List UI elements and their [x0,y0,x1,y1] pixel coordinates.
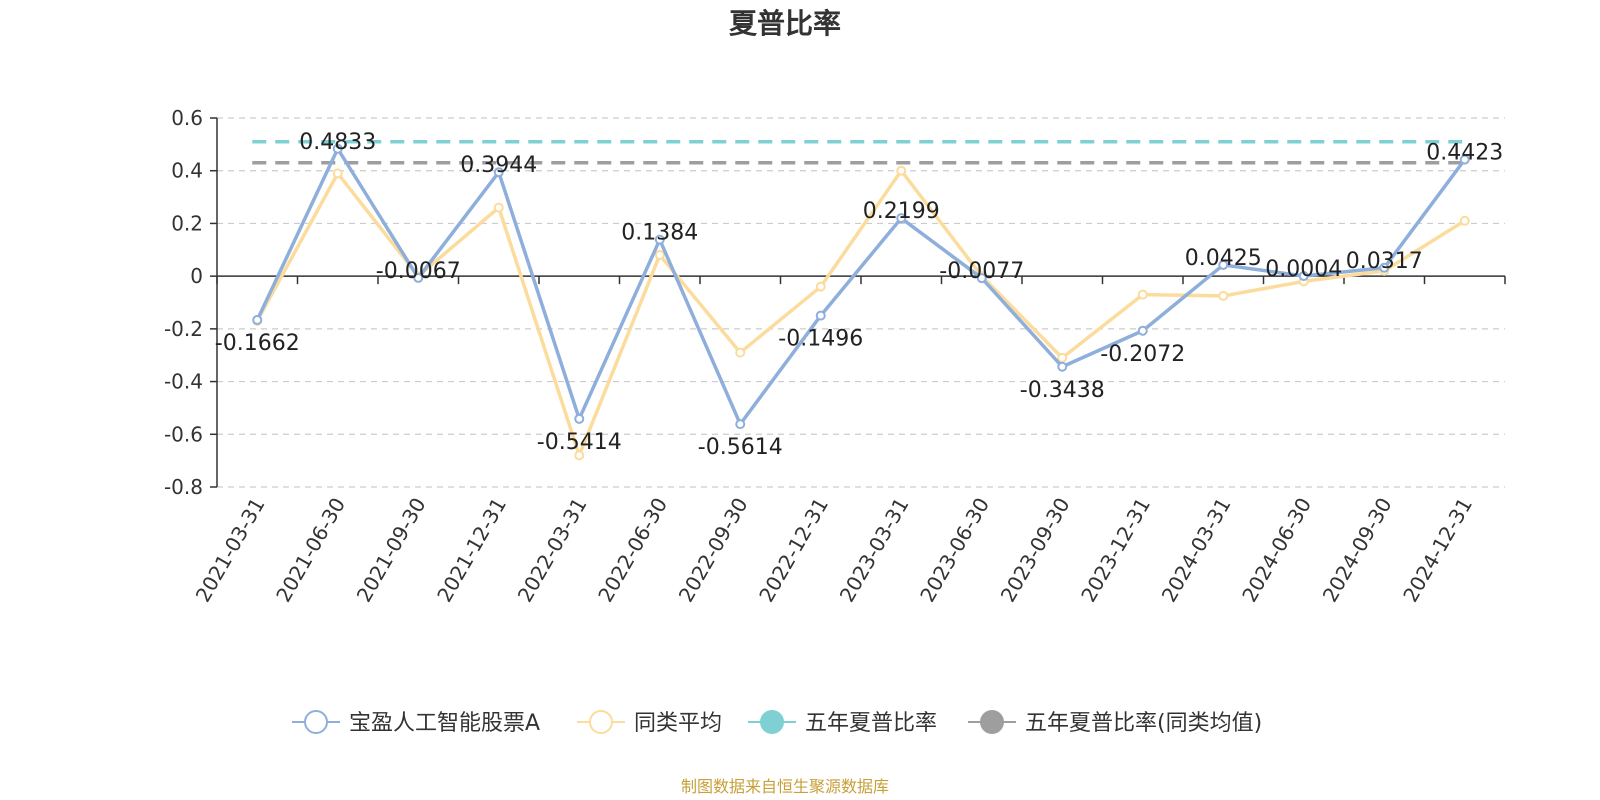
data-label: -0.0067 [376,259,461,284]
x-tick-label: 2023-12-31 [1076,494,1155,607]
series-line [255,147,1467,426]
data-point [1057,361,1068,372]
x-tick-label: 2022-09-30 [674,494,753,607]
data-point [1459,154,1470,165]
x-tick-label: 2021-09-30 [352,494,431,607]
reference-lines [252,139,1470,165]
data-label: -0.1496 [778,327,863,352]
data-point [896,165,907,176]
legend-label: 五年夏普比率(同类均值) [1025,711,1262,736]
data-point [735,347,746,358]
legend-marker [760,710,784,734]
y-tick-label: -0.4 [164,370,203,394]
data-label: -0.3438 [1020,378,1105,403]
data-label: 0.3944 [460,153,537,178]
x-tick-label: 2024-03-31 [1157,494,1236,607]
data-label: 0.2199 [863,199,940,224]
x-tick-label: 2021-06-30 [271,494,350,607]
data-label: 0.0004 [1265,257,1342,282]
x-tick-label: 2023-06-30 [915,494,994,607]
data-label: 0.1384 [621,221,698,246]
data-label: 0.0425 [1185,246,1262,271]
legend-marker [980,710,1004,734]
grid-layer [217,117,1505,488]
data-point [574,413,585,424]
legend-marker [589,710,613,734]
x-tick-label: 2024-06-30 [1237,494,1316,607]
chart-title: 夏普比率 [729,7,841,40]
data-point [896,213,907,224]
data-point [1137,325,1148,336]
x-tick-label: 2023-03-31 [835,494,914,607]
legend-label: 同类平均 [634,711,722,736]
data-point [1218,259,1229,270]
data-labels: -0.1662 0.4833 -0.0067 0.3944 -0.5414 0.1384 -… [215,130,1503,460]
series-layer [252,143,1470,461]
data-label: -0.5414 [537,430,622,455]
data-label: -0.1662 [215,331,300,356]
data-point [493,167,504,178]
data-label: -0.2072 [1100,342,1185,367]
legend-marker [304,710,328,734]
x-tick-label: 2021-03-31 [191,494,270,607]
x-tick-label: 2023-09-30 [996,494,1075,607]
series-line [255,168,1466,458]
y-tick-label: 0 [190,264,203,288]
x-tick-label: 2022-03-31 [513,494,592,607]
y-tick-label: -0.2 [164,317,203,341]
y-tick-label: 0.4 [171,159,203,183]
data-label: 0.0317 [1346,249,1423,274]
data-point [654,250,665,261]
data-label: 0.4423 [1426,141,1503,166]
data-point [413,272,424,283]
data-label: -0.5614 [698,435,783,460]
data-point [815,310,826,321]
data-point [1057,352,1068,363]
data-point [332,143,343,154]
data-point [1379,262,1390,273]
data-point [1137,289,1148,300]
data-label: -0.0077 [939,259,1024,284]
legend-label: 五年夏普比率 [805,711,937,736]
data-point [332,168,343,179]
x-tick-label: 2022-12-31 [754,494,833,607]
legend[interactable]: 宝盈人工智能股票A 同类平均 五年夏普比率 五年夏普比率(同类均值) [292,710,1262,736]
y-tick-label: -0.6 [164,422,203,446]
x-tick-label: 2024-12-31 [1398,494,1477,607]
y-tick-label: -0.8 [164,475,203,499]
y-tick-label: 0.2 [171,211,203,235]
data-label: 0.4833 [299,130,376,155]
data-point [654,234,665,245]
data-point [493,202,504,213]
x-tick-label: 2024-09-30 [1318,494,1397,607]
legend-label: 宝盈人工智能股票A [349,711,540,736]
data-point [815,281,826,292]
data-point [1218,290,1229,301]
data-point [1459,215,1470,226]
data-point [1298,271,1309,282]
data-point [735,419,746,430]
x-tick-label: 2022-06-30 [593,494,672,607]
source-note: 制图数据来自恒生聚源数据库 [681,777,889,796]
data-point [252,314,263,325]
data-point [976,273,987,284]
y-tick-label: 0.6 [171,106,203,130]
data-point [574,450,585,461]
x-tick-label: 2021-12-31 [432,494,511,607]
